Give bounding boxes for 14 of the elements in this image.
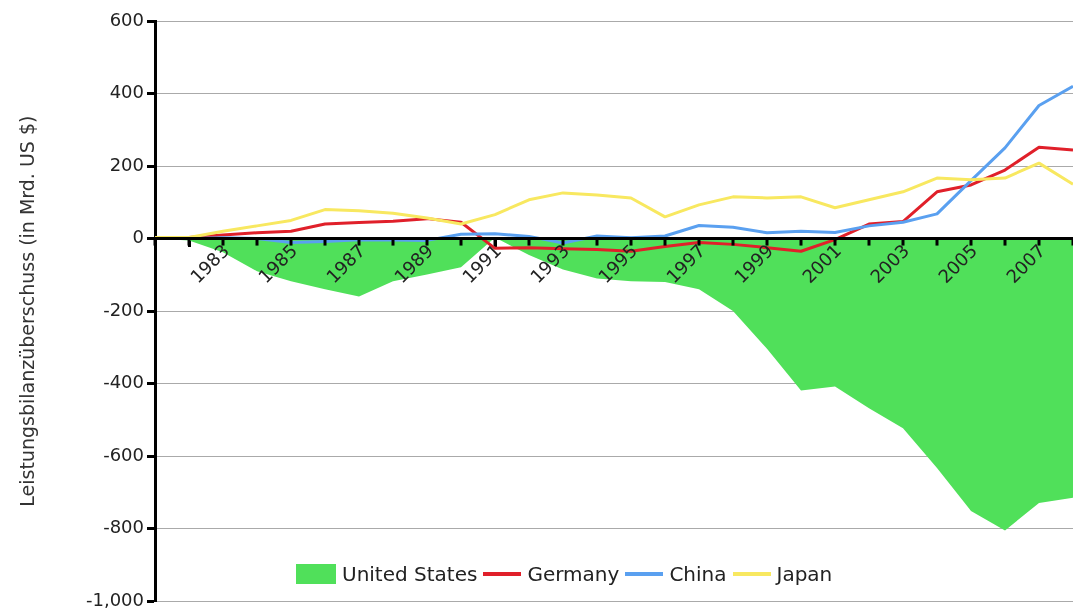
y-tick-label: -600	[103, 443, 144, 465]
y-tick-label: -400	[103, 371, 144, 393]
y-tick-label: 600	[109, 8, 144, 30]
legend-label: Germany	[527, 562, 620, 586]
y-tick-label: -1,000	[85, 588, 144, 610]
legend-label: United States	[342, 562, 478, 586]
y-tick-label: -200	[103, 298, 144, 320]
legend-label: Japan	[776, 562, 833, 586]
y-tick-label: 200	[109, 153, 144, 175]
y-tick-label: -800	[103, 516, 144, 538]
legend-label: China	[669, 562, 727, 586]
y-tick-label: 0	[132, 226, 144, 248]
y-axis-title: Leistungsbilanzüberschuss (in Mrd. US $)	[16, 115, 39, 507]
y-tick-label: 400	[109, 81, 144, 103]
